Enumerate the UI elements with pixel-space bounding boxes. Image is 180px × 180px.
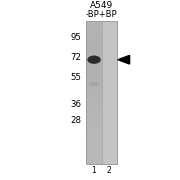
Bar bbox=[86, 125, 102, 129]
Text: 95: 95 bbox=[70, 33, 81, 42]
Bar bbox=[86, 100, 102, 103]
Polygon shape bbox=[118, 55, 130, 64]
Bar bbox=[86, 78, 102, 82]
Text: 36: 36 bbox=[70, 100, 81, 109]
Bar bbox=[86, 96, 102, 100]
Bar bbox=[86, 121, 102, 125]
Bar bbox=[86, 31, 102, 35]
Bar bbox=[86, 111, 102, 114]
Bar bbox=[86, 82, 102, 86]
Bar bbox=[102, 21, 117, 164]
Bar bbox=[86, 103, 102, 107]
Bar bbox=[86, 129, 102, 132]
Text: -BP+BP: -BP+BP bbox=[86, 10, 118, 19]
Bar bbox=[86, 35, 102, 39]
Bar bbox=[86, 114, 102, 118]
Bar bbox=[86, 53, 102, 57]
Bar bbox=[86, 71, 102, 75]
Bar bbox=[86, 21, 102, 24]
Ellipse shape bbox=[89, 82, 99, 86]
Bar bbox=[86, 118, 102, 121]
Bar bbox=[86, 57, 102, 60]
Bar bbox=[86, 75, 102, 78]
Bar bbox=[86, 107, 102, 111]
Text: 2: 2 bbox=[107, 166, 112, 175]
Ellipse shape bbox=[87, 56, 101, 64]
Bar bbox=[86, 89, 102, 93]
Bar bbox=[86, 39, 102, 42]
Text: 1: 1 bbox=[92, 166, 96, 175]
Bar bbox=[86, 86, 102, 89]
Bar bbox=[86, 50, 102, 53]
Bar bbox=[86, 21, 117, 164]
Bar bbox=[86, 21, 102, 164]
Text: 28: 28 bbox=[70, 116, 81, 125]
Bar bbox=[86, 132, 102, 136]
Bar bbox=[86, 28, 102, 31]
Bar bbox=[86, 46, 102, 50]
Bar bbox=[86, 42, 102, 46]
Bar bbox=[86, 60, 102, 64]
Bar bbox=[86, 93, 102, 96]
Bar bbox=[86, 24, 102, 28]
Bar bbox=[86, 64, 102, 68]
Text: 72: 72 bbox=[70, 53, 81, 62]
Bar bbox=[86, 21, 117, 164]
Bar bbox=[86, 68, 102, 71]
Text: 55: 55 bbox=[70, 73, 81, 82]
Text: A549: A549 bbox=[90, 1, 113, 10]
